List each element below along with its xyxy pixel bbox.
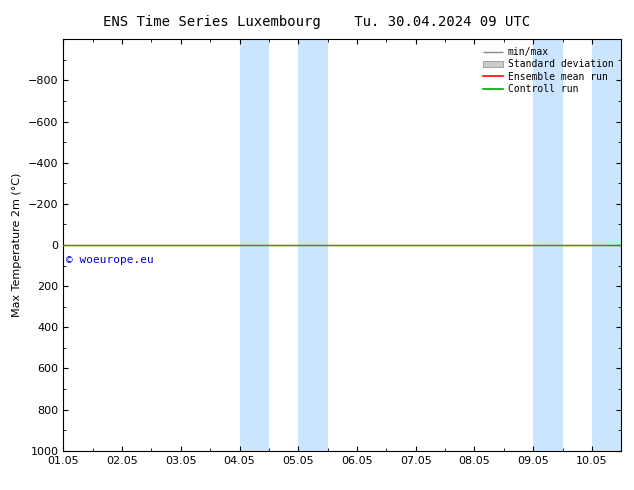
Bar — [592, 39, 621, 451]
Bar — [299, 39, 328, 451]
Bar — [533, 39, 562, 451]
Bar — [240, 39, 269, 451]
Y-axis label: Max Temperature 2m (°C): Max Temperature 2m (°C) — [13, 173, 22, 317]
Text: ENS Time Series Luxembourg    Tu. 30.04.2024 09 UTC: ENS Time Series Luxembourg Tu. 30.04.202… — [103, 15, 531, 29]
Legend: min/max, Standard deviation, Ensemble mean run, Controll run: min/max, Standard deviation, Ensemble me… — [481, 44, 616, 97]
Text: © woeurope.eu: © woeurope.eu — [67, 255, 154, 265]
